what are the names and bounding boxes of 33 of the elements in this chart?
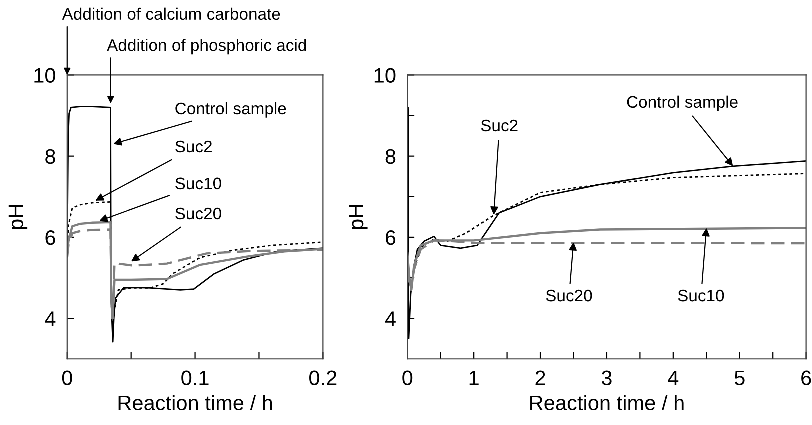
y-tick-label: 10 (34, 68, 56, 83)
y-tick-label: 10 (374, 68, 396, 83)
x-axis-title: Reaction time / h (118, 395, 272, 411)
line-series (408, 227, 806, 292)
y-tick-label: 4 (385, 312, 396, 326)
x-tick-label: 0.1 (182, 370, 209, 386)
x-tick-label: 0 (62, 370, 72, 386)
y-axis-title: pH (349, 206, 368, 230)
annotation: Suc2 (481, 120, 518, 132)
x-tick-label: 5 (734, 371, 745, 386)
x-tick-label: 1 (470, 371, 479, 386)
x-tick-label: 4 (668, 371, 679, 386)
y-tick-label: 4 (45, 312, 56, 326)
text: Addition of calcium carbonate (62, 8, 280, 20)
annotation: Suc10 (678, 290, 724, 302)
annotation: Suc20 (176, 208, 222, 220)
x-tick-label: 2 (536, 370, 546, 386)
annotation: Control sample (627, 96, 738, 112)
annotation: Suc20 (546, 290, 592, 302)
annotation: Addition of phosphoric acid (107, 39, 306, 55)
annotation: Control sample (176, 102, 286, 118)
y-axis-title: pH (8, 206, 28, 230)
y-tick-label: 6 (386, 230, 396, 246)
x-tick-label: 0.2 (310, 370, 337, 386)
y-tick-label: 8 (386, 149, 396, 164)
x-tick-label: 0 (402, 370, 413, 386)
x-axis-title: Reaction time / h (530, 395, 684, 411)
annotation: Suc10 (176, 178, 222, 190)
x-tick-label: 3 (602, 370, 612, 386)
y-tick-label: 6 (46, 230, 56, 246)
annotation: Suc2 (176, 140, 212, 153)
x-tick-label: 6 (802, 370, 812, 386)
y-tick-label: 8 (46, 149, 56, 164)
